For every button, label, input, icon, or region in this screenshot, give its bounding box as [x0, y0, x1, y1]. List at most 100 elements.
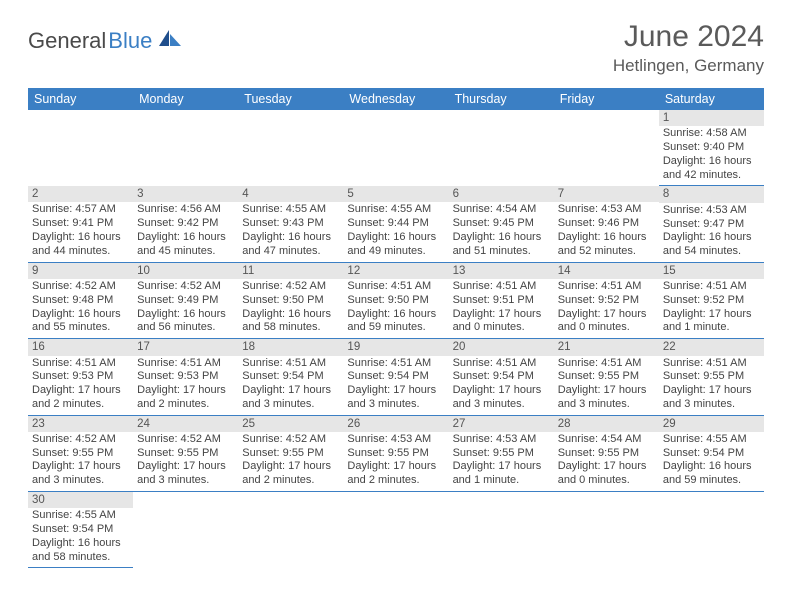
sunset-line: Sunset: 9:55 PM: [347, 447, 444, 461]
sunset-line: Sunset: 9:51 PM: [453, 294, 550, 308]
sunrise-line: Sunrise: 4:55 AM: [663, 433, 760, 447]
calendar-week-row: 23Sunrise: 4:52 AMSunset: 9:55 PMDayligh…: [28, 415, 764, 491]
calendar-day-cell: 21Sunrise: 4:51 AMSunset: 9:55 PMDayligh…: [554, 339, 659, 415]
sunrise-line: Sunrise: 4:51 AM: [453, 280, 550, 294]
sunset-line: Sunset: 9:44 PM: [347, 217, 444, 231]
day-number: 25: [238, 416, 343, 432]
sunset-line: Sunset: 9:55 PM: [32, 447, 129, 461]
sunrise-line: Sunrise: 4:51 AM: [663, 357, 760, 371]
calendar-day-cell: 10Sunrise: 4:52 AMSunset: 9:49 PMDayligh…: [133, 262, 238, 338]
page-header: GeneralBlue June 2024 Hetlingen, Germany: [28, 20, 764, 76]
sunset-line: Sunset: 9:54 PM: [453, 370, 550, 384]
day-body: Sunrise: 4:55 AMSunset: 9:54 PMDaylight:…: [659, 432, 764, 491]
day-body: Sunrise: 4:51 AMSunset: 9:52 PMDaylight:…: [554, 279, 659, 338]
calendar-day-cell: 22Sunrise: 4:51 AMSunset: 9:55 PMDayligh…: [659, 339, 764, 415]
day-number: 22: [659, 339, 764, 355]
day-number: 26: [343, 416, 448, 432]
sunset-line: Sunset: 9:55 PM: [558, 370, 655, 384]
calendar-day-cell: 30Sunrise: 4:55 AMSunset: 9:54 PMDayligh…: [28, 491, 133, 567]
sunrise-line: Sunrise: 4:52 AM: [242, 280, 339, 294]
sunset-line: Sunset: 9:41 PM: [32, 217, 129, 231]
calendar-day-cell: [449, 110, 554, 186]
weekday-header: Sunday: [28, 88, 133, 110]
day-body: Sunrise: 4:51 AMSunset: 9:52 PMDaylight:…: [659, 279, 764, 338]
calendar-day-cell: 28Sunrise: 4:54 AMSunset: 9:55 PMDayligh…: [554, 415, 659, 491]
day-body: Sunrise: 4:53 AMSunset: 9:55 PMDaylight:…: [343, 432, 448, 491]
day-body: Sunrise: 4:51 AMSunset: 9:55 PMDaylight:…: [659, 356, 764, 415]
daylight-line: Daylight: 17 hours and 0 minutes.: [453, 308, 550, 336]
sunrise-line: Sunrise: 4:52 AM: [137, 280, 234, 294]
sunset-line: Sunset: 9:42 PM: [137, 217, 234, 231]
day-body: Sunrise: 4:51 AMSunset: 9:53 PMDaylight:…: [28, 356, 133, 415]
daylight-line: Daylight: 16 hours and 59 minutes.: [663, 460, 760, 488]
sunrise-line: Sunrise: 4:52 AM: [32, 433, 129, 447]
calendar-day-cell: 16Sunrise: 4:51 AMSunset: 9:53 PMDayligh…: [28, 339, 133, 415]
day-number: 4: [238, 186, 343, 202]
day-body: Sunrise: 4:51 AMSunset: 9:54 PMDaylight:…: [238, 356, 343, 415]
logo-text-2: Blue: [108, 28, 152, 54]
calendar-day-cell: 8Sunrise: 4:53 AMSunset: 9:47 PMDaylight…: [659, 186, 764, 262]
calendar-day-cell: 9Sunrise: 4:52 AMSunset: 9:48 PMDaylight…: [28, 262, 133, 338]
calendar-day-cell: 13Sunrise: 4:51 AMSunset: 9:51 PMDayligh…: [449, 262, 554, 338]
calendar-week-row: 1Sunrise: 4:58 AMSunset: 9:40 PMDaylight…: [28, 110, 764, 186]
day-body: Sunrise: 4:53 AMSunset: 9:55 PMDaylight:…: [449, 432, 554, 491]
calendar-day-cell: 23Sunrise: 4:52 AMSunset: 9:55 PMDayligh…: [28, 415, 133, 491]
daylight-line: Daylight: 17 hours and 3 minutes.: [137, 460, 234, 488]
day-number: 1: [659, 110, 764, 126]
sunset-line: Sunset: 9:40 PM: [663, 141, 760, 155]
calendar-day-cell: [133, 110, 238, 186]
daylight-line: Daylight: 17 hours and 0 minutes.: [558, 460, 655, 488]
calendar-day-cell: 17Sunrise: 4:51 AMSunset: 9:53 PMDayligh…: [133, 339, 238, 415]
weekday-header: Wednesday: [343, 88, 448, 110]
day-number: 16: [28, 339, 133, 355]
day-number: 18: [238, 339, 343, 355]
daylight-line: Daylight: 16 hours and 47 minutes.: [242, 231, 339, 259]
sunset-line: Sunset: 9:53 PM: [32, 370, 129, 384]
day-number: 27: [449, 416, 554, 432]
daylight-line: Daylight: 17 hours and 3 minutes.: [453, 384, 550, 412]
sunset-line: Sunset: 9:55 PM: [453, 447, 550, 461]
daylight-line: Daylight: 17 hours and 1 minute.: [453, 460, 550, 488]
day-body: Sunrise: 4:51 AMSunset: 9:54 PMDaylight:…: [343, 356, 448, 415]
sunrise-line: Sunrise: 4:51 AM: [32, 357, 129, 371]
calendar-week-row: 16Sunrise: 4:51 AMSunset: 9:53 PMDayligh…: [28, 339, 764, 415]
daylight-line: Daylight: 16 hours and 42 minutes.: [663, 155, 760, 183]
daylight-line: Daylight: 16 hours and 56 minutes.: [137, 308, 234, 336]
calendar-day-cell: 25Sunrise: 4:52 AMSunset: 9:55 PMDayligh…: [238, 415, 343, 491]
sunrise-line: Sunrise: 4:54 AM: [453, 203, 550, 217]
daylight-line: Daylight: 17 hours and 3 minutes.: [558, 384, 655, 412]
calendar-week-row: 9Sunrise: 4:52 AMSunset: 9:48 PMDaylight…: [28, 262, 764, 338]
sunset-line: Sunset: 9:49 PM: [137, 294, 234, 308]
sunrise-line: Sunrise: 4:51 AM: [663, 280, 760, 294]
day-body: Sunrise: 4:56 AMSunset: 9:42 PMDaylight:…: [133, 202, 238, 261]
calendar-day-cell: 2Sunrise: 4:57 AMSunset: 9:41 PMDaylight…: [28, 186, 133, 262]
sunrise-line: Sunrise: 4:51 AM: [558, 357, 655, 371]
sunset-line: Sunset: 9:54 PM: [347, 370, 444, 384]
calendar-week-row: 30Sunrise: 4:55 AMSunset: 9:54 PMDayligh…: [28, 491, 764, 567]
day-body: Sunrise: 4:51 AMSunset: 9:55 PMDaylight:…: [554, 356, 659, 415]
day-body: Sunrise: 4:54 AMSunset: 9:45 PMDaylight:…: [449, 202, 554, 261]
sunrise-line: Sunrise: 4:54 AM: [558, 433, 655, 447]
daylight-line: Daylight: 17 hours and 3 minutes.: [663, 384, 760, 412]
day-number: 13: [449, 263, 554, 279]
sunrise-line: Sunrise: 4:53 AM: [558, 203, 655, 217]
day-body: Sunrise: 4:52 AMSunset: 9:55 PMDaylight:…: [133, 432, 238, 491]
daylight-line: Daylight: 17 hours and 3 minutes.: [347, 384, 444, 412]
sunset-line: Sunset: 9:54 PM: [32, 523, 129, 537]
calendar-day-cell: [343, 491, 448, 567]
sunrise-line: Sunrise: 4:53 AM: [663, 204, 760, 218]
sunrise-line: Sunrise: 4:51 AM: [347, 280, 444, 294]
calendar-day-cell: 20Sunrise: 4:51 AMSunset: 9:54 PMDayligh…: [449, 339, 554, 415]
calendar-day-cell: 7Sunrise: 4:53 AMSunset: 9:46 PMDaylight…: [554, 186, 659, 262]
sunrise-line: Sunrise: 4:52 AM: [137, 433, 234, 447]
sunrise-line: Sunrise: 4:53 AM: [453, 433, 550, 447]
sunrise-line: Sunrise: 4:51 AM: [242, 357, 339, 371]
sunrise-line: Sunrise: 4:52 AM: [32, 280, 129, 294]
sunset-line: Sunset: 9:50 PM: [242, 294, 339, 308]
sunrise-line: Sunrise: 4:51 AM: [137, 357, 234, 371]
day-number: 24: [133, 416, 238, 432]
calendar-day-cell: 24Sunrise: 4:52 AMSunset: 9:55 PMDayligh…: [133, 415, 238, 491]
daylight-line: Daylight: 17 hours and 3 minutes.: [242, 384, 339, 412]
calendar-day-cell: [28, 110, 133, 186]
weekday-header: Tuesday: [238, 88, 343, 110]
